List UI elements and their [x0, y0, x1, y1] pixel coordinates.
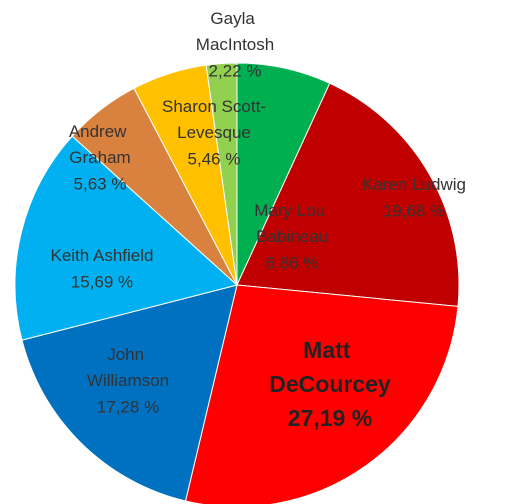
slice-label: Mary Lou Babineau: [254, 201, 330, 246]
pie-slice: [14, 135, 239, 341]
pie-slice: [184, 284, 459, 504]
pie-slice: [236, 82, 460, 307]
slice-label: John Williamson: [87, 345, 169, 390]
value-label: 6,86 %: [266, 253, 319, 272]
slice-label: Andrew Graham: [69, 122, 131, 167]
value-label: 5,46 %: [188, 149, 241, 168]
pie-slice: [21, 284, 238, 502]
value-label: 15,69 %: [71, 272, 133, 291]
value-label: 19,68 %: [383, 201, 445, 220]
slice-label: Matt DeCourcey: [269, 337, 391, 397]
slice-label: Sharon Scott-Levesque: [162, 97, 266, 142]
slice-label: Gayla MacIntosh: [196, 9, 274, 54]
value-label: 27,19 %: [288, 405, 372, 431]
pie-slice: [205, 62, 238, 286]
value-label: 5,63 %: [74, 174, 127, 193]
slice-label: Keith Ashfield: [50, 246, 153, 265]
value-label: 2,22 %: [209, 61, 262, 80]
value-label: 17,28 %: [97, 397, 159, 416]
slice-label: Karen Ludwig: [362, 175, 466, 194]
